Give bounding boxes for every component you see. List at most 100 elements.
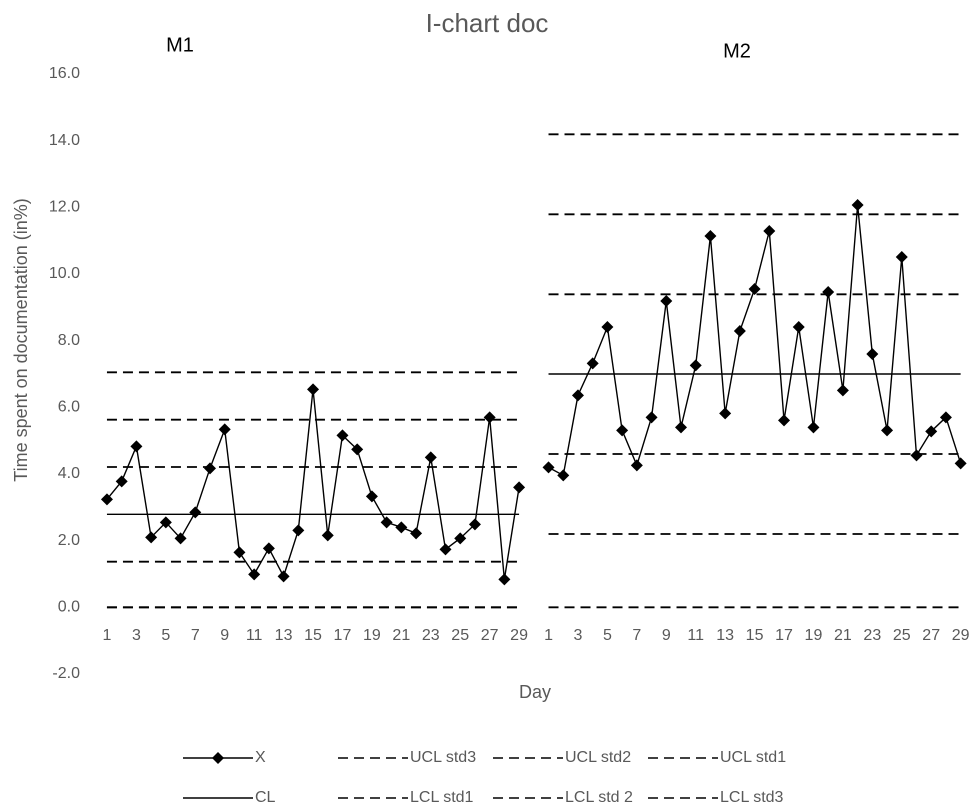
marker: [851, 199, 864, 211]
marker: [925, 425, 938, 438]
series-line: [106, 293, 961, 468]
x-tick-label: 21: [834, 627, 852, 644]
x-tick-label: 13: [275, 627, 293, 644]
x-tick-label: 3: [132, 627, 141, 644]
chart-title: I-chart doc: [426, 8, 549, 38]
marker: [174, 532, 187, 545]
x-tick-label: 19: [363, 627, 381, 644]
legend-label: CL: [255, 789, 276, 806]
marker: [321, 529, 334, 542]
marker: [704, 230, 717, 242]
y-tick-label: 12.0: [49, 199, 80, 216]
marker: [336, 429, 349, 442]
marker: [733, 325, 746, 337]
marker: [248, 568, 261, 581]
marker: [115, 475, 128, 488]
annotation: M2: [723, 40, 751, 62]
legend-marker: [212, 752, 224, 764]
marker: [836, 384, 849, 397]
marker: [100, 493, 113, 506]
x-tick-label: 5: [161, 627, 170, 644]
legend-label: UCL std1: [720, 749, 786, 766]
marker: [130, 440, 143, 453]
marker: [895, 251, 908, 263]
y-tick-label: 14.0: [49, 132, 80, 149]
x-tick-label: 7: [191, 627, 200, 644]
series-line: [106, 213, 961, 421]
marker: [218, 423, 231, 436]
series-line: [106, 204, 962, 580]
marker: [939, 411, 952, 424]
marker: [203, 462, 216, 475]
marker: [159, 516, 172, 529]
x-tick-label: 25: [451, 627, 469, 644]
y-tick-label: 6.0: [58, 399, 80, 416]
marker: [571, 389, 584, 402]
marker: [763, 225, 776, 237]
x-tick-label: 29: [510, 627, 528, 644]
legend-label: UCL std2: [565, 749, 631, 766]
x-tick-label: 17: [334, 627, 352, 644]
marker: [424, 451, 437, 464]
y-tick-label: 2.0: [58, 532, 80, 549]
legend-label: LCL std1: [410, 789, 474, 806]
marker: [277, 570, 290, 583]
marker: [807, 421, 820, 434]
marker: [748, 283, 761, 295]
marker: [262, 542, 275, 555]
marker: [910, 449, 923, 462]
annotation: M1: [166, 34, 194, 56]
marker: [410, 527, 423, 540]
x-tick-label: 15: [304, 627, 322, 644]
y-tick-label: 0.0: [58, 599, 80, 616]
marker: [145, 531, 158, 544]
marker: [822, 286, 835, 298]
x-tick-label: 15: [746, 627, 764, 644]
marker: [189, 506, 202, 519]
marker: [351, 443, 364, 456]
x-tick-label: 11: [687, 627, 704, 644]
x-tick-label: 5: [603, 627, 612, 644]
y-tick-label: -2.0: [52, 665, 80, 682]
x-tick-label: 29: [952, 627, 970, 644]
marker: [454, 532, 467, 545]
legend-label: LCL std3: [720, 789, 784, 806]
x-tick-label: 23: [422, 627, 440, 644]
marker: [483, 411, 496, 424]
marker: [881, 424, 894, 437]
legend-label: LCL std 2: [565, 789, 633, 806]
y-tick-label: 4.0: [58, 465, 80, 482]
x-axis-title: Day: [519, 682, 551, 702]
marker: [513, 481, 526, 494]
marker: [380, 516, 393, 529]
marker: [630, 459, 643, 472]
marker: [365, 490, 378, 503]
marker: [468, 518, 481, 531]
x-tick-label: 13: [716, 627, 734, 644]
series-line: [106, 373, 961, 516]
x-tick-label: 7: [632, 627, 641, 644]
series-line: [106, 453, 961, 563]
marker: [674, 421, 687, 434]
marker: [719, 407, 732, 420]
marker: [395, 521, 408, 534]
legend-label: UCL std3: [410, 749, 476, 766]
y-tick-label: 16.0: [49, 65, 80, 82]
marker: [601, 321, 614, 333]
x-tick-label: 9: [220, 627, 229, 644]
marker: [792, 321, 805, 333]
marker: [954, 457, 967, 470]
x-tick-label: 21: [392, 627, 410, 644]
y-tick-label: 8.0: [58, 332, 80, 349]
legend-label: X: [255, 749, 266, 766]
series-line: [106, 133, 961, 374]
marker: [645, 411, 658, 424]
marker: [542, 461, 555, 474]
y-axis-title: Time spent on documentation (in%): [11, 198, 31, 481]
marker: [778, 414, 791, 427]
marker: [292, 524, 305, 537]
marker: [586, 357, 599, 370]
x-tick-label: 23: [863, 627, 881, 644]
x-tick-label: 19: [805, 627, 823, 644]
